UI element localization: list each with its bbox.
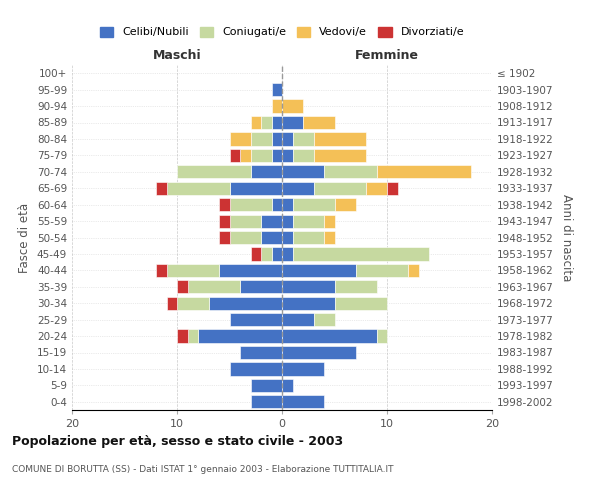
Bar — [229, 214, 261, 228]
Bar — [229, 362, 282, 376]
Bar — [209, 296, 282, 310]
Y-axis label: Fasce di età: Fasce di età — [19, 202, 31, 272]
Bar — [282, 165, 324, 178]
Bar — [167, 296, 177, 310]
Bar — [293, 248, 429, 260]
Bar — [271, 116, 282, 129]
Bar — [251, 116, 261, 129]
Bar — [251, 132, 271, 145]
Bar — [282, 362, 324, 376]
Bar — [229, 182, 282, 195]
Text: Maschi: Maschi — [152, 48, 202, 62]
Bar — [219, 231, 229, 244]
Bar — [167, 182, 229, 195]
Bar — [324, 231, 335, 244]
Bar — [282, 313, 314, 326]
Bar — [293, 149, 314, 162]
Bar — [282, 100, 303, 112]
Bar — [261, 248, 271, 260]
Bar — [314, 313, 335, 326]
Bar — [324, 165, 377, 178]
Bar — [177, 165, 251, 178]
Bar — [282, 116, 303, 129]
Bar — [324, 214, 335, 228]
Bar — [335, 280, 377, 293]
Bar — [366, 182, 387, 195]
Bar — [377, 165, 471, 178]
Text: Femmine: Femmine — [355, 48, 419, 62]
Bar — [198, 330, 282, 342]
Text: Popolazione per età, sesso e stato civile - 2003: Popolazione per età, sesso e stato civil… — [12, 435, 343, 448]
Bar — [229, 231, 261, 244]
Text: COMUNE DI BORUTTA (SS) - Dati ISTAT 1° gennaio 2003 - Elaborazione TUTTITALIA.IT: COMUNE DI BORUTTA (SS) - Dati ISTAT 1° g… — [12, 465, 394, 474]
Bar — [156, 182, 167, 195]
Bar — [251, 395, 282, 408]
Bar — [229, 132, 251, 145]
Bar — [240, 280, 282, 293]
Bar — [314, 182, 366, 195]
Bar — [387, 182, 398, 195]
Bar — [261, 116, 271, 129]
Bar — [282, 149, 293, 162]
Bar — [271, 132, 282, 145]
Bar — [251, 379, 282, 392]
Bar — [377, 330, 387, 342]
Bar — [271, 149, 282, 162]
Bar — [314, 149, 366, 162]
Bar — [282, 395, 324, 408]
Bar — [282, 280, 335, 293]
Bar — [293, 214, 324, 228]
Bar — [282, 296, 335, 310]
Bar — [293, 198, 335, 211]
Y-axis label: Anni di nascita: Anni di nascita — [560, 194, 573, 281]
Bar — [229, 198, 271, 211]
Bar — [156, 264, 167, 277]
Bar — [293, 132, 314, 145]
Bar — [219, 264, 282, 277]
Bar — [282, 231, 293, 244]
Bar — [282, 182, 314, 195]
Bar — [177, 296, 209, 310]
Bar — [282, 132, 293, 145]
Bar — [271, 100, 282, 112]
Bar — [355, 264, 408, 277]
Bar — [167, 264, 219, 277]
Bar — [177, 280, 187, 293]
Bar — [177, 330, 187, 342]
Bar — [229, 313, 282, 326]
Bar — [261, 231, 282, 244]
Bar — [251, 248, 261, 260]
Bar — [335, 198, 355, 211]
Bar — [271, 83, 282, 96]
Bar — [219, 198, 229, 211]
Bar — [303, 116, 335, 129]
Bar — [240, 346, 282, 359]
Bar — [282, 264, 355, 277]
Bar — [271, 248, 282, 260]
Bar — [282, 214, 293, 228]
Bar — [187, 330, 198, 342]
Bar — [282, 330, 377, 342]
Bar — [282, 198, 293, 211]
Bar — [335, 296, 387, 310]
Bar — [282, 379, 293, 392]
Bar — [219, 214, 229, 228]
Bar — [271, 198, 282, 211]
Legend: Celibi/Nubili, Coniugati/e, Vedovi/e, Divorziati/e: Celibi/Nubili, Coniugati/e, Vedovi/e, Di… — [95, 22, 469, 42]
Bar — [251, 165, 282, 178]
Bar — [282, 248, 293, 260]
Bar — [282, 346, 355, 359]
Bar — [240, 149, 251, 162]
Bar — [251, 149, 271, 162]
Bar — [408, 264, 419, 277]
Bar — [187, 280, 240, 293]
Bar — [314, 132, 366, 145]
Bar — [261, 214, 282, 228]
Bar — [293, 231, 324, 244]
Bar — [229, 149, 240, 162]
